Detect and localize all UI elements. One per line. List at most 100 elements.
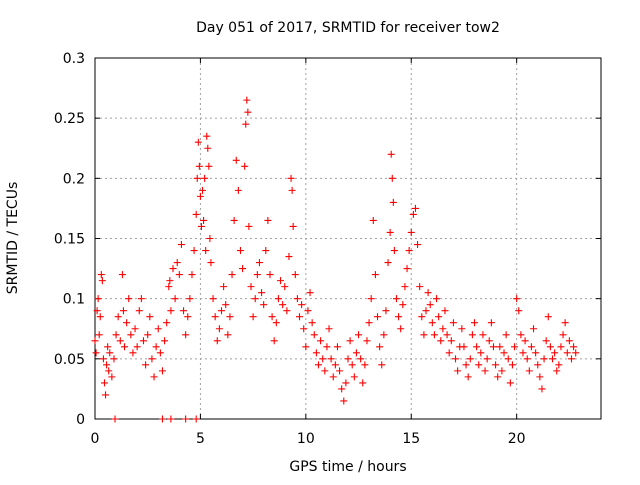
data-point <box>464 373 472 381</box>
data-point <box>352 349 360 357</box>
data-point <box>426 301 434 309</box>
x-tick-label: 10 <box>297 431 315 447</box>
y-tick-label: 0.1 <box>63 292 85 308</box>
data-point <box>108 373 116 381</box>
data-point <box>291 271 299 279</box>
data-point <box>365 319 373 327</box>
data-point <box>110 355 118 363</box>
y-tick-label: 0.2 <box>63 171 85 187</box>
data-point <box>390 247 398 255</box>
data-point <box>192 415 200 423</box>
data-point <box>251 295 259 303</box>
data-point <box>439 325 447 333</box>
data-point <box>92 349 100 357</box>
data-point <box>133 343 141 351</box>
data-point <box>525 367 533 375</box>
data-point <box>218 307 225 315</box>
data-point <box>559 331 567 339</box>
data-point <box>435 313 443 321</box>
data-point <box>296 313 304 321</box>
data-point <box>95 331 103 339</box>
data-point <box>293 295 301 303</box>
data-point <box>202 247 210 255</box>
data-point <box>367 295 375 303</box>
data-point <box>245 222 253 230</box>
data-point <box>378 361 386 369</box>
data-point <box>355 331 363 339</box>
data-point <box>105 367 113 375</box>
data-point <box>93 307 101 315</box>
data-point <box>437 337 445 345</box>
data-point <box>100 379 108 387</box>
data-point <box>167 415 175 423</box>
data-point <box>232 156 240 164</box>
data-point <box>388 174 396 182</box>
chart-title: Day 051 of 2017, SRMTID for receiver tow… <box>196 20 500 36</box>
data-point <box>148 355 156 363</box>
data-point <box>502 331 510 339</box>
data-point <box>433 295 441 303</box>
data-point <box>173 259 181 267</box>
data-point <box>209 295 217 303</box>
data-point <box>249 313 257 321</box>
data-point <box>487 319 495 327</box>
data-point <box>527 343 535 351</box>
data-point <box>542 337 550 345</box>
data-point <box>374 313 382 321</box>
data-point <box>479 331 487 339</box>
data-point <box>380 331 388 339</box>
data-point <box>188 271 196 279</box>
data-point <box>281 283 289 291</box>
data-point <box>401 283 409 291</box>
data-point <box>549 355 557 363</box>
data-point <box>166 277 174 285</box>
data-point <box>492 361 500 369</box>
data-point <box>146 313 154 321</box>
data-point <box>163 319 171 327</box>
data-point <box>494 373 502 381</box>
data-point <box>397 325 405 333</box>
data-point <box>536 373 544 381</box>
data-point <box>376 343 384 351</box>
data-point <box>399 301 407 309</box>
y-axis-label: SRMTID / TECUs <box>5 182 21 295</box>
data-point <box>204 144 212 152</box>
y-tick-label: 0.25 <box>54 111 85 127</box>
data-point <box>104 343 112 351</box>
data-point <box>106 349 114 357</box>
data-point <box>338 385 346 393</box>
data-point <box>222 301 230 309</box>
data-point <box>308 319 316 327</box>
data-point <box>403 265 411 273</box>
data-point <box>513 295 521 303</box>
data-point <box>304 307 312 315</box>
data-point <box>228 271 236 279</box>
data-point <box>270 337 278 345</box>
data-point <box>565 337 573 345</box>
data-point <box>196 192 204 200</box>
data-point <box>538 385 546 393</box>
data-point <box>477 349 485 357</box>
data-point <box>517 331 525 339</box>
data-point <box>428 319 436 327</box>
data-point <box>234 186 242 194</box>
data-point <box>551 349 559 357</box>
data-point <box>152 343 160 351</box>
data-point <box>483 355 491 363</box>
data-point <box>264 216 272 224</box>
data-point <box>350 373 358 381</box>
data-point <box>116 337 124 345</box>
data-point <box>137 295 145 303</box>
data-point <box>342 379 350 387</box>
data-point <box>197 222 205 230</box>
data-point <box>534 361 542 369</box>
data-point <box>91 337 99 345</box>
data-point <box>346 337 354 345</box>
data-point <box>462 361 470 369</box>
data-point <box>112 331 120 339</box>
data-point <box>452 355 460 363</box>
data-point <box>99 355 107 363</box>
data-point <box>201 174 209 182</box>
data-point <box>458 325 466 333</box>
data-point <box>150 373 158 381</box>
